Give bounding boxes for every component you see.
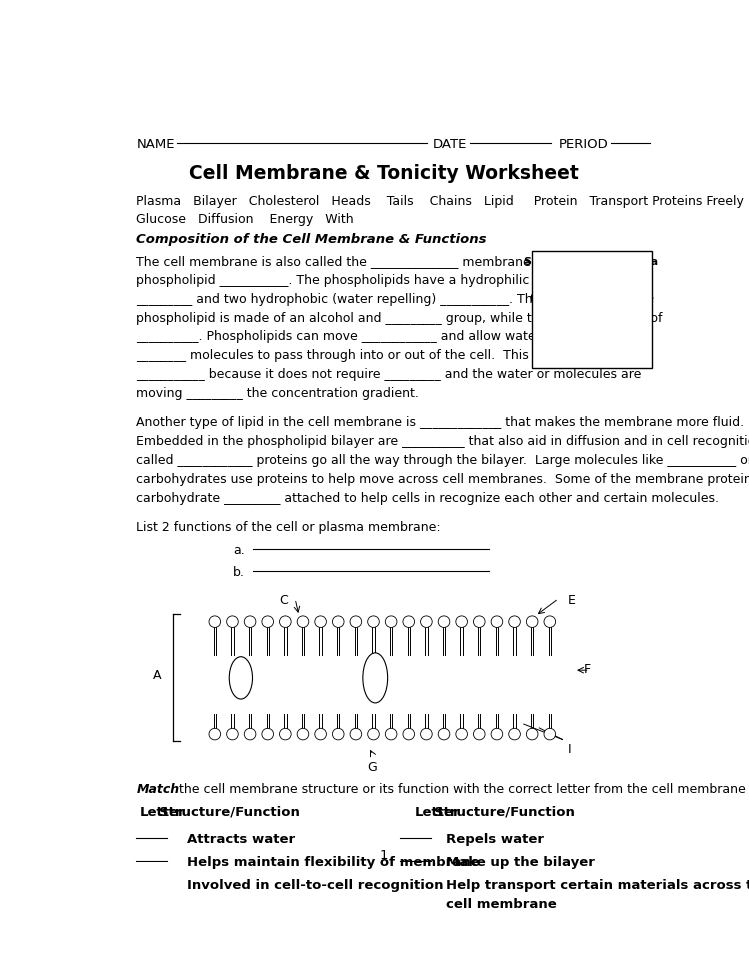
Text: Involved in cell-to-cell recognition: Involved in cell-to-cell recognition bbox=[187, 878, 443, 891]
Text: Another type of lipid in the cell membrane is _____________ that makes the membr: Another type of lipid in the cell membra… bbox=[136, 416, 745, 429]
Circle shape bbox=[473, 616, 485, 628]
Circle shape bbox=[279, 729, 291, 740]
Text: I: I bbox=[568, 742, 571, 755]
Circle shape bbox=[403, 729, 415, 740]
Text: Glucose   Diffusion    Energy   With: Glucose Diffusion Energy With bbox=[136, 213, 354, 226]
Circle shape bbox=[244, 616, 256, 628]
Ellipse shape bbox=[363, 653, 388, 703]
Circle shape bbox=[350, 729, 362, 740]
Circle shape bbox=[527, 729, 538, 740]
Circle shape bbox=[368, 616, 379, 628]
Text: Plasma   Bilayer   Cholesterol   Heads    Tails    Chains   Lipid     Protein   : Plasma Bilayer Cholesterol Heads Tails C… bbox=[136, 195, 749, 207]
Circle shape bbox=[403, 616, 415, 628]
Circle shape bbox=[315, 616, 327, 628]
Text: NAME: NAME bbox=[136, 138, 175, 151]
Text: Embedded in the phospholipid bilayer are __________ that also aid in diffusion a: Embedded in the phospholipid bilayer are… bbox=[136, 435, 749, 448]
Ellipse shape bbox=[229, 657, 252, 700]
Circle shape bbox=[333, 729, 344, 740]
Circle shape bbox=[491, 729, 503, 740]
Circle shape bbox=[456, 729, 467, 740]
Text: Letter: Letter bbox=[140, 805, 186, 818]
Circle shape bbox=[421, 616, 432, 628]
Text: The cell membrane is also called the ______________ membrane and is made of a: The cell membrane is also called the ___… bbox=[136, 255, 640, 267]
Circle shape bbox=[438, 616, 450, 628]
Circle shape bbox=[509, 729, 521, 740]
Text: SKETCH AND LABEL a: SKETCH AND LABEL a bbox=[524, 257, 658, 267]
Text: ________ molecules to pass through into or out of the cell.  This is known as si: ________ molecules to pass through into … bbox=[136, 349, 652, 362]
Text: C: C bbox=[279, 594, 288, 607]
Text: Make up the bilayer: Make up the bilayer bbox=[446, 855, 595, 868]
Text: Structure/Function: Structure/Function bbox=[159, 805, 300, 818]
Text: Help transport certain materials across the: Help transport certain materials across … bbox=[446, 878, 749, 891]
Circle shape bbox=[368, 729, 379, 740]
Text: E: E bbox=[568, 594, 576, 607]
Text: phospholipid is made of an alcohol and _________ group, while the tails are chai: phospholipid is made of an alcohol and _… bbox=[136, 311, 663, 325]
Text: 1: 1 bbox=[380, 849, 388, 861]
Text: Composition of the Cell Membrane & Functions: Composition of the Cell Membrane & Funct… bbox=[136, 234, 487, 246]
Circle shape bbox=[473, 729, 485, 740]
Circle shape bbox=[227, 729, 238, 740]
Text: cell membrane: cell membrane bbox=[446, 896, 557, 910]
Text: b.: b. bbox=[233, 565, 245, 578]
Circle shape bbox=[244, 729, 256, 740]
Text: tails blue.: tails blue. bbox=[564, 310, 619, 320]
Circle shape bbox=[297, 729, 309, 740]
Circle shape bbox=[456, 616, 467, 628]
Text: Attracts water: Attracts water bbox=[187, 832, 295, 845]
Circle shape bbox=[527, 616, 538, 628]
Circle shape bbox=[315, 729, 327, 740]
Circle shape bbox=[262, 616, 273, 628]
Text: carbohydrates use proteins to help move across cell membranes.  Some of the memb: carbohydrates use proteins to help move … bbox=[136, 473, 749, 485]
Circle shape bbox=[491, 616, 503, 628]
Circle shape bbox=[509, 616, 521, 628]
Text: H: H bbox=[371, 671, 380, 680]
Circle shape bbox=[544, 616, 556, 628]
Text: phospholipid coloring: phospholipid coloring bbox=[532, 276, 651, 286]
Circle shape bbox=[385, 616, 397, 628]
Circle shape bbox=[421, 729, 432, 740]
Circle shape bbox=[262, 729, 273, 740]
Text: List 2 functions of the cell or plasma membrane:: List 2 functions of the cell or plasma m… bbox=[136, 520, 441, 534]
Circle shape bbox=[438, 729, 450, 740]
Bar bbox=[532, 252, 652, 368]
Text: _________ and two hydrophobic (water repelling) ___________. The head of a: _________ and two hydrophobic (water rep… bbox=[136, 293, 604, 305]
Text: a.: a. bbox=[233, 544, 245, 556]
Text: __________. Phospholipids can move ____________ and allow water and other: __________. Phospholipids can move _____… bbox=[136, 330, 606, 343]
Circle shape bbox=[279, 616, 291, 628]
Text: Letter: Letter bbox=[415, 805, 461, 818]
Text: Cell Membrane & Tonicity Worksheet: Cell Membrane & Tonicity Worksheet bbox=[189, 164, 579, 183]
Circle shape bbox=[209, 729, 221, 740]
Circle shape bbox=[297, 616, 309, 628]
Circle shape bbox=[544, 729, 556, 740]
Text: Helps maintain flexibility of membrane: Helps maintain flexibility of membrane bbox=[187, 855, 479, 868]
Circle shape bbox=[385, 729, 397, 740]
Text: DATE: DATE bbox=[433, 138, 467, 151]
Text: G: G bbox=[368, 761, 377, 773]
Circle shape bbox=[333, 616, 344, 628]
Text: ___________ because it does not require _________ and the water or molecules are: ___________ because it does not require … bbox=[136, 368, 642, 381]
Text: carbohydrate _________ attached to help cells in recognize each other and certai: carbohydrate _________ attached to help … bbox=[136, 491, 719, 504]
Text: the heads red and the: the heads red and the bbox=[530, 294, 654, 303]
Text: F: F bbox=[583, 663, 590, 675]
Text: phospholipid ___________. The phospholipids have a hydrophilic (water attracting: phospholipid ___________. The phospholip… bbox=[136, 273, 645, 287]
Text: Match: Match bbox=[136, 782, 179, 795]
Circle shape bbox=[209, 616, 221, 628]
Bar bbox=[163, 590, 582, 751]
Text: Repels water: Repels water bbox=[446, 832, 545, 845]
Text: moving _________ the concentration gradient.: moving _________ the concentration gradi… bbox=[136, 387, 419, 399]
Text: B: B bbox=[237, 669, 245, 681]
Text: A: A bbox=[154, 669, 162, 681]
Circle shape bbox=[350, 616, 362, 628]
Text: the cell membrane structure or its function with the correct letter from the cel: the cell membrane structure or its funct… bbox=[175, 782, 749, 795]
Text: Structure/Function: Structure/Function bbox=[434, 805, 574, 818]
Circle shape bbox=[227, 616, 238, 628]
Text: PERIOD: PERIOD bbox=[559, 138, 608, 151]
Text: called ____________ proteins go all the way through the bilayer.  Large molecule: called ____________ proteins go all the … bbox=[136, 453, 749, 466]
